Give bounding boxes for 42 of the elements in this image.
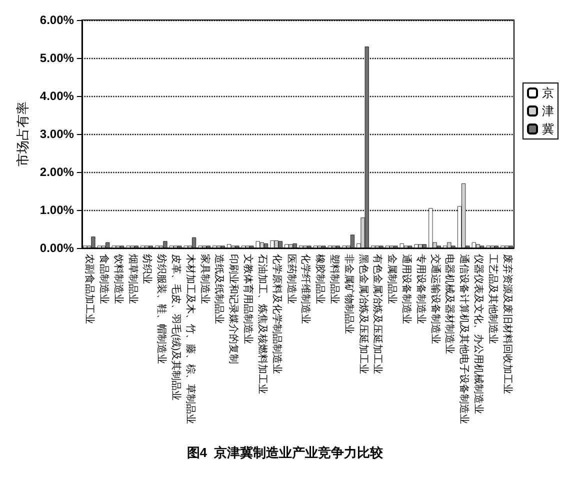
x-tick-label: 食品制造业: [98, 254, 110, 304]
x-tick-label: 金属制品业: [386, 254, 398, 304]
legend-label: 京: [542, 86, 554, 100]
x-tick-label: 橡胶制品业: [314, 254, 326, 304]
y-tick-label: 6.00%: [40, 13, 74, 27]
x-tick-label: 纺织服装、鞋、帽制造业: [156, 254, 168, 364]
x-tick-label: 饮料制造业: [112, 253, 124, 304]
x-tick-label: 黑色金属冶炼及压延加工业: [357, 254, 370, 374]
x-tick-label: 工艺品及其他制造业: [486, 254, 499, 344]
x-tick-label: 皮革、毛皮、羽毛(绒)及其制品业: [170, 254, 182, 401]
x-tick-label: 仪器仪表及文化、办公用机械制造业: [472, 254, 484, 414]
x-tick-label: 非金属矿物制品业: [342, 254, 355, 334]
x-tick-label: 造纸及纸制品业: [213, 254, 226, 324]
x-tick-label: 烟草制品业: [126, 254, 139, 304]
x-tick-label: 交通运输设备制造业: [429, 254, 442, 344]
x-tick-label: 通用设备制造业: [400, 254, 412, 324]
x-tick-label: 有色金属冶炼及压延加工业: [372, 254, 384, 374]
x-tick-label: 化学纤维制造业: [300, 254, 312, 324]
text: 图4 京津冀制造业产业竞争力比较: [186, 445, 384, 460]
y-tick-label: 1.00%: [40, 203, 74, 217]
x-tick-label: 纺织业: [141, 254, 154, 284]
x-tick-label: 废弃资源及废旧材料回收加工业: [501, 254, 514, 394]
x-tick-label: 化学原料及化学制品制造业: [270, 254, 283, 374]
x-tick-label: 印刷业和记录媒介的复制: [228, 254, 240, 364]
x-tick-label: 通信设备计算机及其他电子设备制造业: [458, 254, 470, 424]
x-tick-label: 文教体育用品制造业: [242, 254, 254, 344]
y-tick-label: 2.00%: [40, 165, 74, 179]
x-tick-label: 塑料制品业: [328, 254, 340, 304]
x-tick-label: 石油加工、炼焦及核燃料加工业: [256, 254, 268, 394]
y-tick-label: 3.00%: [40, 127, 74, 141]
x-tick-label: 家具制造业: [198, 254, 211, 304]
legend-label: 冀: [542, 122, 554, 136]
x-tick-label: 木材加工及木、竹、藤、棕、草制品业: [184, 254, 196, 424]
y-tick-label: 0.00%: [40, 241, 74, 255]
y-axis-title: 市场占有率: [15, 102, 30, 166]
legend-label: 津: [542, 104, 554, 118]
x-tick-label: 农副食品加工业: [84, 254, 96, 324]
y-tick-label: 5.00%: [40, 51, 74, 65]
x-tick-label: 专用设备制造业: [414, 254, 427, 324]
y-tick-label: 4.00%: [40, 89, 74, 103]
x-tick-label: 电器机械及器材制造业: [444, 254, 456, 354]
x-tick-label: 医药制造业: [285, 254, 298, 304]
